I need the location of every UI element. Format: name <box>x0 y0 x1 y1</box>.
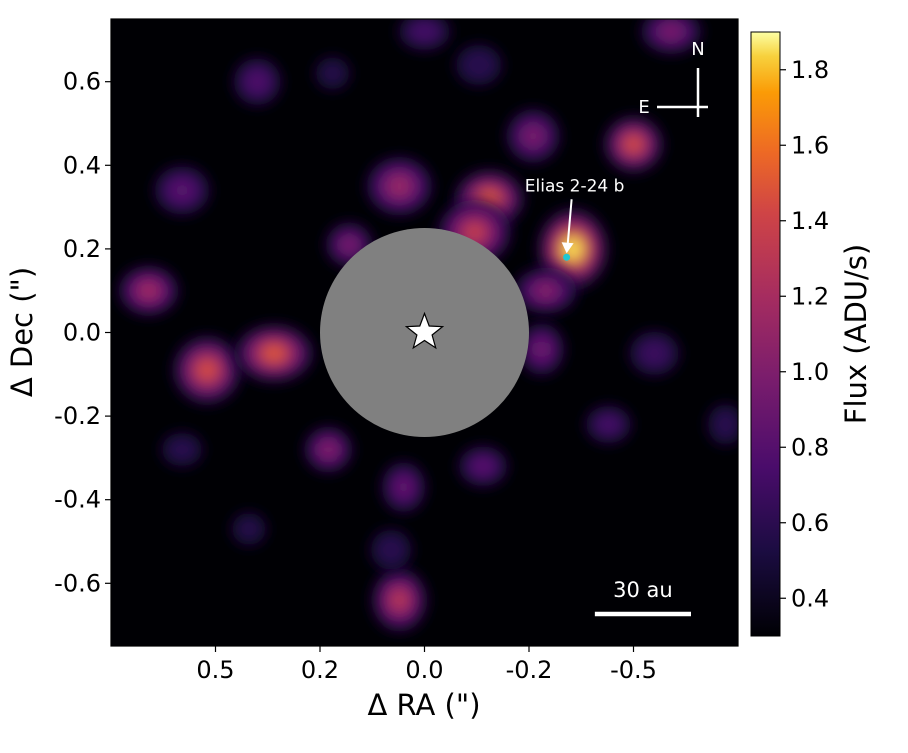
x-axis-label: Δ RA (") <box>367 688 480 722</box>
flux-blob-level <box>397 479 411 495</box>
flux-blob-level <box>536 283 555 298</box>
y-tick-label: 0.6 <box>63 68 101 96</box>
flux-blob-level <box>197 360 218 381</box>
x-tick-label: -0.2 <box>506 656 553 684</box>
flux-blob <box>173 336 241 404</box>
flux-blob-level <box>139 283 158 299</box>
flux-blob <box>232 513 266 545</box>
flux-blob <box>456 44 502 85</box>
colorbar-tick-label: 0.4 <box>791 584 829 612</box>
flux-blob-level <box>321 442 336 457</box>
colorbar-label: Flux (ADU/s) <box>839 244 873 424</box>
y-tick-label: -0.4 <box>54 486 101 514</box>
flux-blob <box>315 57 350 90</box>
colorbar-ticks: 0.4 0.6 0.8 1.0 1.2 1.4 1.6 1.8 <box>780 56 829 612</box>
compass-north-label: N <box>691 39 704 60</box>
y-tick-label: 0.2 <box>63 235 101 263</box>
x-tick-label: 0.2 <box>301 656 339 684</box>
flux-blob-level <box>662 24 681 39</box>
flux-blob <box>708 404 738 445</box>
flux-blob <box>458 446 508 487</box>
flux-blob <box>514 268 577 314</box>
x-axis: 0.5 0.2 0.0 -0.2 -0.5 <box>196 646 657 684</box>
y-tick-label: 0.0 <box>63 319 101 347</box>
flux-blob-level <box>472 58 486 71</box>
colorbar-tick-label: 1.2 <box>791 282 829 310</box>
y-tick-label: -0.6 <box>54 569 101 597</box>
compass <box>657 68 708 117</box>
flux-blob-level <box>475 460 491 473</box>
flux-blob-level <box>342 238 357 252</box>
colorbar-tick-label: 1.6 <box>791 131 829 159</box>
flux-blob <box>235 324 314 382</box>
flux-blob-level <box>601 418 616 431</box>
flux-blob-level <box>176 444 189 455</box>
flux-blob-level <box>243 524 254 534</box>
flux-blob <box>304 427 353 473</box>
companion-label: Elias 2-24 b <box>525 176 625 196</box>
colorbar: 0.4 0.6 0.8 1.0 1.2 1.4 1.6 1.8 Flux (ADU/s) <box>750 31 873 637</box>
flux-blob-level <box>720 418 731 431</box>
y-axis: -0.6 -0.4 -0.2 0.0 0.2 0.4 0.6 <box>54 68 111 597</box>
companion-arrow <box>566 199 573 246</box>
flux-blob-level <box>385 543 398 556</box>
flux-blob <box>629 331 679 376</box>
flux-blob-level <box>463 222 486 242</box>
flux-blob-level <box>327 68 338 79</box>
companion-arrow-head <box>561 242 574 254</box>
y-tick-label: 0.4 <box>63 151 101 179</box>
flux-blob <box>162 433 203 467</box>
companion-marker <box>563 253 571 261</box>
flux-blob <box>585 405 631 443</box>
flux-blob <box>537 208 608 290</box>
flux-blob-level <box>173 183 191 198</box>
flux-blob <box>604 116 663 173</box>
flux-blob <box>641 19 702 54</box>
flux-blob <box>399 19 450 51</box>
flux-blob-level <box>416 25 433 38</box>
star-icon <box>404 311 445 350</box>
flux-blob-level <box>624 136 643 153</box>
flux-blob <box>118 266 179 316</box>
x-tick-label: 0.5 <box>196 656 234 684</box>
colorbar-tick-label: 1.8 <box>791 56 829 84</box>
flux-blob <box>234 58 281 105</box>
flux-blob-level <box>262 344 286 362</box>
flux-blob-level <box>525 128 542 144</box>
flux-blob <box>366 157 433 216</box>
colorbar-tick-label: 0.8 <box>791 433 829 461</box>
compass-east-label: E <box>638 97 649 118</box>
companion-annotation: Elias 2-24 b <box>525 176 625 261</box>
scalebar-label: 30 au <box>613 578 673 602</box>
flux-blob <box>506 109 560 163</box>
flux-blob <box>372 568 427 632</box>
flux-blob <box>519 323 564 375</box>
flux-blob-level <box>250 74 265 89</box>
flux-blob <box>154 166 210 215</box>
flux-blob-level <box>534 341 549 357</box>
flux-blob-level <box>389 177 410 195</box>
x-tick-label: 0.0 <box>405 656 443 684</box>
heatmap-plot-area: Elias 2-24 b N E 30 au <box>110 18 739 647</box>
colorbar-gradient <box>750 31 781 637</box>
colorbar-tick-label: 1.0 <box>791 358 829 386</box>
flux-blob-level <box>391 590 408 610</box>
x-tick-label: -0.5 <box>610 656 657 684</box>
flux-blob-layer <box>118 19 738 632</box>
flux-blob <box>382 462 426 512</box>
colorbar-tick-label: 0.6 <box>791 509 829 537</box>
y-tick-label: -0.2 <box>54 402 101 430</box>
flux-blob <box>371 529 412 570</box>
flux-blob-level <box>647 346 662 360</box>
colorbar-tick-label: 1.4 <box>791 207 829 235</box>
y-axis-label: Δ Dec (") <box>5 267 39 397</box>
